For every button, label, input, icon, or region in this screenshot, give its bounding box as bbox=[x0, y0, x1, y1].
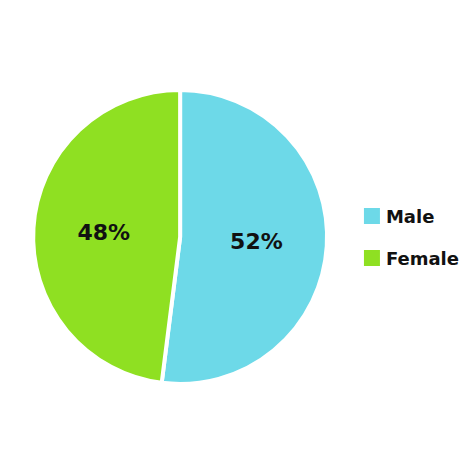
svg-text:Female: Female bbox=[386, 248, 459, 269]
svg-text:Male: Male bbox=[386, 206, 434, 227]
svg-text:52%: 52% bbox=[230, 229, 283, 254]
svg-text:48%: 48% bbox=[77, 220, 130, 245]
